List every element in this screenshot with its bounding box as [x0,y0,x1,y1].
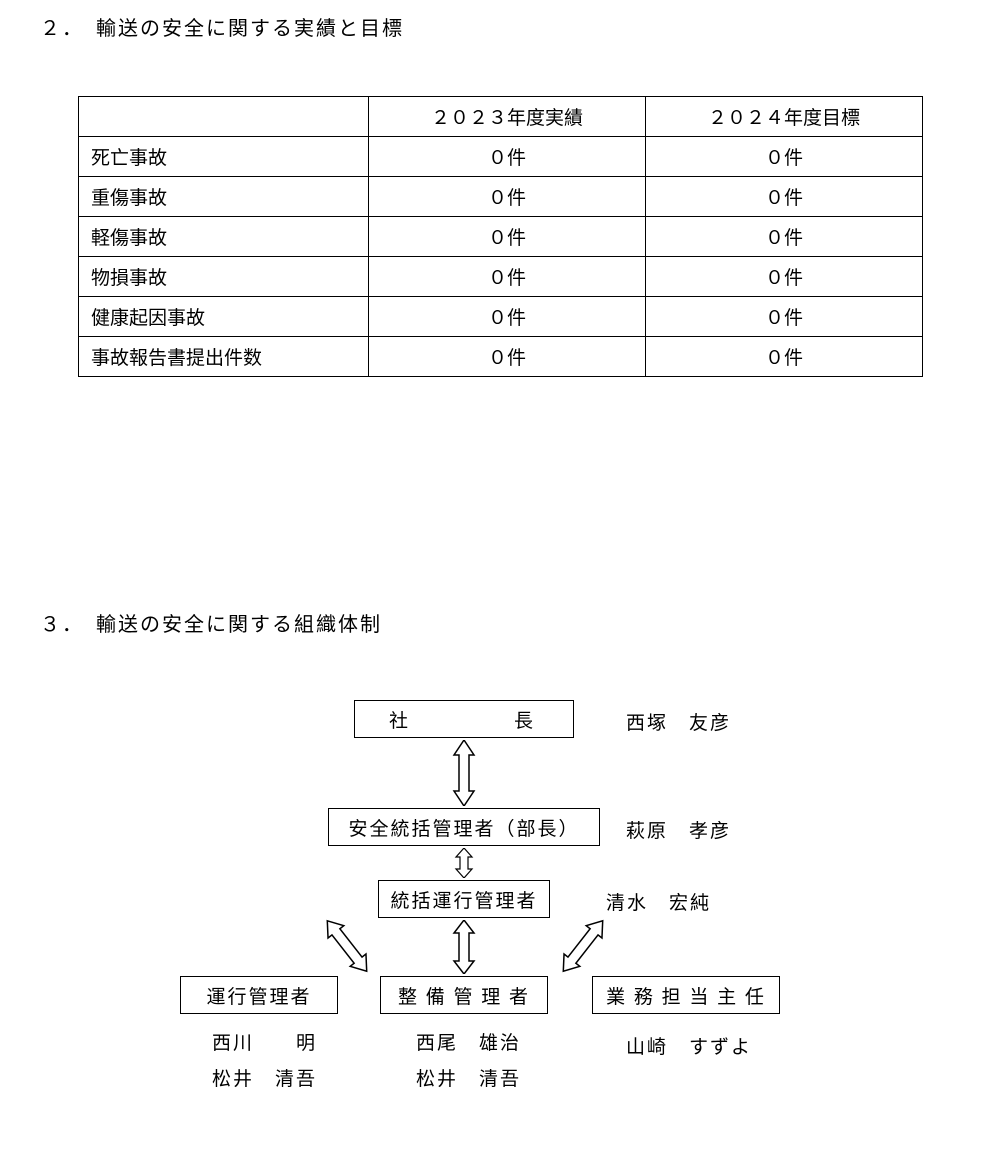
header-blank [79,97,369,137]
header-2023: ２０２３年度実績 [369,97,646,137]
name-seibi-1: 西尾 雄治 [416,1028,521,1055]
section-3-heading: ３． 輸送の安全に関する組織体制 [40,608,382,637]
row-2024: ０件 [646,217,923,257]
row-2024: ０件 [646,137,923,177]
row-label: 物損事故 [79,257,369,297]
row-2023: ０件 [369,297,646,337]
row-2024: ０件 [646,177,923,217]
row-2023: ０件 [369,217,646,257]
row-2024: ０件 [646,337,923,377]
row-label: 健康起因事故 [79,297,369,337]
arrow-down-icon [452,848,476,884]
name-seibi-2: 松井 清吾 [416,1064,521,1091]
row-label: 軽傷事故 [79,217,369,257]
row-2024: ０件 [646,257,923,297]
table-row: 死亡事故 ０件 ０件 [79,137,923,177]
arrow-down-icon [444,740,484,812]
table-row: 軽傷事故 ０件 ０件 [79,217,923,257]
arrow-diag-left-icon [312,918,382,980]
row-label: 重傷事故 [79,177,369,217]
node-gyomu: 業 務 担 当 主 任 [592,976,780,1014]
table-row: 重傷事故 ０件 ０件 [79,177,923,217]
table-row: 物損事故 ０件 ０件 [79,257,923,297]
row-2023: ０件 [369,137,646,177]
row-2023: ０件 [369,257,646,297]
node-safety-manager: 安全統括管理者（部長） [328,808,600,846]
node-ops-manager: 統括運行管理者 [378,880,550,918]
section-2-heading: ２． 輸送の安全に関する実績と目標 [40,12,404,41]
node-unko: 運行管理者 [180,976,338,1014]
safety-table: ２０２３年度実績 ２０２４年度目標 死亡事故 ０件 ０件 重傷事故 ０件 ０件 … [78,96,923,377]
name-ops-manager: 清水 宏純 [606,888,711,915]
node-president: 社 長 [354,700,574,738]
table-row: 事故報告書提出件数 ０件 ０件 [79,337,923,377]
header-2024: ２０２４年度目標 [646,97,923,137]
name-unko-1: 西川 明 [212,1028,317,1055]
arrow-down-icon [448,920,480,980]
table-header-row: ２０２３年度実績 ２０２４年度目標 [79,97,923,137]
row-2023: ０件 [369,337,646,377]
table-row: 健康起因事故 ０件 ０件 [79,297,923,337]
row-label: 事故報告書提出件数 [79,337,369,377]
row-2023: ０件 [369,177,646,217]
row-2024: ０件 [646,297,923,337]
name-gyomu-1: 山崎 すずよ [626,1032,752,1059]
name-safety-manager: 萩原 孝彦 [626,816,731,843]
name-president: 西塚 友彦 [626,708,731,735]
arrow-diag-right-icon [548,918,618,980]
node-seibi: 整 備 管 理 者 [380,976,548,1014]
row-label: 死亡事故 [79,137,369,177]
name-unko-2: 松井 清吾 [212,1064,317,1091]
